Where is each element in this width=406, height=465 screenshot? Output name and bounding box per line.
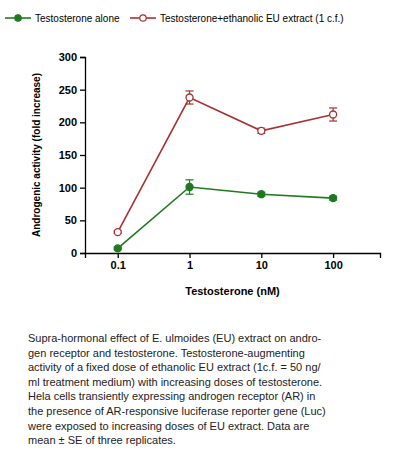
x-tick-label: 100 [324, 259, 342, 271]
legend-marker [15, 15, 21, 21]
error-bar [186, 91, 194, 104]
caption-line: Hela cells transiently expressing androg… [28, 390, 315, 402]
y-tick: 300 [59, 51, 85, 63]
y-tick: 100 [59, 182, 85, 194]
y-axis: 0 50 100 150 200 250 300 [59, 51, 86, 259]
data-point [258, 191, 265, 198]
x-axis: 0.1 1 10 100 [86, 253, 381, 271]
caption-line: the presence of AR-responsive luciferase… [28, 405, 326, 417]
x-tick: 0.1 [111, 253, 126, 271]
x-tick-label: 0.1 [111, 259, 126, 271]
y-tick-label: 200 [59, 116, 77, 128]
caption-line: gen receptor and testosterone. Testoster… [28, 347, 305, 359]
y-tick-label: 250 [59, 84, 77, 96]
data-point [186, 184, 193, 191]
x-tick-mark [333, 253, 334, 258]
y-tick: 250 [59, 84, 85, 96]
x-tick: 100 [324, 253, 342, 271]
x-tick-mark [118, 253, 119, 258]
error-bar-cap [186, 194, 194, 195]
data-point [258, 127, 265, 134]
data-point [114, 245, 121, 252]
x-tick-label: 1 [187, 259, 193, 271]
data-point [330, 111, 337, 118]
series [114, 91, 337, 236]
y-tick-mark [80, 122, 85, 123]
x-axis-title: Testosterone (nM) [185, 285, 280, 297]
error-bar-cap [329, 120, 337, 121]
y-tick: 150 [59, 149, 85, 161]
caption-line: Supra-hormonal effect of E. ulmoides (EU… [28, 332, 322, 344]
y-tick-mark [80, 253, 85, 254]
y-tick-label: 0 [71, 247, 77, 259]
y-tick-label: 150 [59, 149, 77, 161]
data-point [114, 229, 121, 236]
error-bar-cap [186, 179, 194, 180]
error-bar [186, 180, 194, 194]
legend-item: Testosterone+ethanolic EU extract (1 c.f… [130, 13, 344, 24]
x-tick-mark [189, 253, 190, 258]
x-tick-mark [261, 253, 262, 258]
y-tick-mark [80, 57, 85, 58]
legend-marker [140, 15, 146, 21]
legend: Testosterone alone Testosterone+ethanolic… [5, 13, 344, 24]
x-tick: 10 [256, 253, 268, 271]
y-tick-mark [80, 90, 85, 91]
series-line [118, 187, 333, 248]
legend-item: Testosterone alone [5, 13, 120, 24]
chart-root: 0.1 1 10 100 0 50 100 150 200 250 300 Testosterone … [0, 0, 406, 465]
x-axis-line [86, 254, 381, 259]
caption: Supra-hormonal effect of E. ulmoides (EU… [27, 332, 326, 446]
data-point [330, 195, 337, 202]
error-bar-cap [329, 107, 337, 108]
y-tick-mark [80, 220, 85, 221]
x-tick: 1 [187, 253, 193, 271]
y-tick: 0 [71, 247, 85, 259]
error-bar-cap [186, 90, 194, 91]
series-line [118, 98, 333, 233]
y-tick-label: 100 [59, 182, 77, 194]
y-tick: 50 [65, 214, 85, 226]
y-tick-mark [80, 155, 85, 156]
caption-line: were exposed to increasing doses of EU e… [27, 420, 309, 432]
legend-label: Testosterone+ethanolic EU extract (1 c.f… [160, 13, 344, 24]
x-tick-label: 10 [256, 259, 268, 271]
error-bar-cap [186, 103, 194, 104]
caption-line: activity of a fixed dose of ethanolic EU… [28, 361, 322, 373]
legend-label: Testosterone alone [35, 13, 120, 24]
error-bar [329, 108, 337, 121]
y-axis-line [80, 58, 86, 254]
y-tick-label: 50 [65, 214, 77, 226]
caption-line: ml treatment medium) with increasing dos… [28, 376, 322, 388]
caption-line: mean ± SE of three replicates. [28, 434, 176, 446]
y-tick-mark [80, 188, 85, 189]
series [114, 180, 337, 252]
y-tick-label: 300 [59, 51, 77, 63]
data-point [186, 94, 193, 101]
error-bar [257, 128, 265, 133]
y-axis-title: Androgenic activity (fold increase) [31, 73, 42, 237]
plot-area [114, 91, 337, 252]
y-tick: 200 [59, 116, 85, 128]
